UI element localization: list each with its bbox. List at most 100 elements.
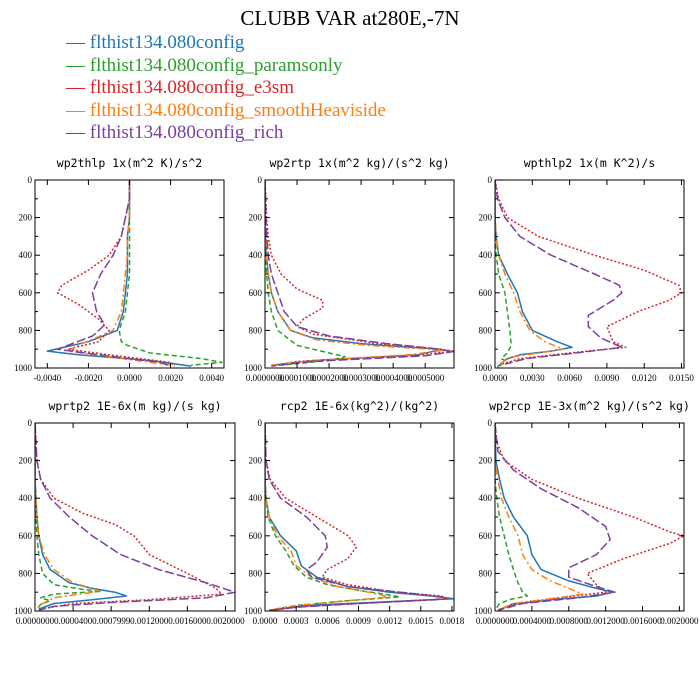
x-tick-label: 0.0003 [284,616,309,626]
series-line-purple [265,423,443,611]
x-tick-label: 0.0000000 [476,616,515,626]
y-tick-label: 400 [249,493,263,503]
y-tick-label: 1000 [244,363,263,373]
figure-title: CLUBB VAR at280E,-7N [240,6,460,30]
x-tick-label: 0.0008000 [550,616,589,626]
y-tick-label: 0 [258,175,263,185]
y-tick-label: 200 [249,456,263,466]
y-tick-label: 800 [249,325,263,335]
panel-title: wp2rtp 1x(m^2 kg)/(s^2 kg) [269,156,449,170]
y-tick-label: 1000 [244,606,263,616]
y-tick-label: 0 [28,418,33,428]
y-tick-label: 800 [249,568,263,578]
x-tick-label: 0.0000 [483,373,508,383]
y-tick-label: 800 [19,568,33,578]
series-line-green [265,180,346,366]
y-tick-label: 0 [28,175,33,185]
series-line-purple [495,423,616,611]
x-tick-label: 0.0150 [669,373,694,383]
y-tick-label: 800 [479,568,493,578]
y-tick-label: 0 [488,175,493,185]
series-line-red [265,180,454,367]
x-tick-label: 0.0005000 [406,373,445,383]
series-line-orange [35,423,101,610]
x-tick-label: 0.0020000 [660,616,699,626]
x-tick-label: 0.0020 [158,373,183,383]
chart-panel-6: wp2rcp 1E-3x(m^2 kg)/(s^2 kg) 0 200 400 600 8… [474,399,699,626]
series-line-blue [46,180,192,367]
y-tick-label: 1000 [474,606,493,616]
x-tick-label: 0.0012 [377,616,402,626]
x-tick-label: 0.0000 [117,373,142,383]
chart-panel-1: wp2thlp 1x(m^2 K)/s^202004006008001000-0… [14,156,225,383]
x-tick-label: 0.0015 [408,616,433,626]
series-line-orange [265,180,446,366]
y-tick-label: 600 [249,288,263,298]
x-tick-label: 0.0000400 [54,616,93,626]
y-tick-label: 1000 [14,606,33,616]
legend-item-paramsonly: — flthist134.080config_paramsonly [66,54,343,76]
series-line-purple [35,423,235,611]
legend-item-config: — flthist134.080config [66,32,245,53]
y-tick-label: 200 [19,213,33,223]
x-tick-label: 0.0004000 [374,373,413,383]
series-line-red [56,180,176,367]
y-tick-label: 800 [479,325,493,335]
x-tick-label: 0.0002000 [310,373,349,383]
chart-panel-3: wpthlp2 1x(m K^2)/s020040060080010000.00… [474,156,694,383]
series-line-blue [495,180,573,368]
plot-frame [264,422,455,612]
y-tick-label: 600 [479,531,493,541]
chart-panel-2: wp2rtp 1x(m^2 kg)/(s^2 kg) 0 200 400 600 800 1… [244,156,455,383]
x-tick-label: 0.0007999 [92,616,131,626]
x-tick-label: -0.0040 [33,373,61,383]
series-line-purple [56,180,171,367]
series-line-orange [67,180,171,366]
series-line-blue [495,423,614,611]
y-tick-label: 400 [249,250,263,260]
x-tick-label: 0.0040 [199,373,224,383]
legend: — flthist134.080config — flthist134.080c… [66,32,386,145]
legend-label-config: flthist134.080config [89,32,245,53]
series-line-orange [495,423,584,611]
panel-title: wp2rcp 1E-3x(m^2 kg)/(s^2 kg) [489,399,690,413]
series-line-green [118,180,223,366]
x-tick-label: 0.0012000 [587,616,626,626]
y-tick-label: 200 [479,456,493,466]
x-tick-label: 0.0018 [440,616,465,626]
x-tick-label: 0.0006 [315,616,340,626]
legend-label-rich: flthist134.080config_rich [89,122,284,143]
chart-panel-5: rcp2 1E-6x(kg^2)/(kg^2) 0 200 400 600 800 1000… [244,399,465,626]
y-tick-label: 400 [19,493,33,503]
y-tick-label: 0 [258,418,263,428]
legend-label-smoothheaviside: flthist134.080config_smoothHeaviside [89,99,386,121]
x-tick-label: 0.0120 [632,373,657,383]
plot-frame [494,179,685,369]
y-tick-label: 400 [19,250,33,260]
panel-title: rcp2 1E-6x(kg^2)/(kg^2) [280,399,439,413]
series-line-blue [265,423,454,611]
series-line-red [495,423,684,611]
chart-panel-4: wprtp2 1E-6x(m kg)/(s kg) 0 200 400 600 800 10… [14,399,245,626]
y-tick-label: 400 [479,493,493,503]
y-tick-label: 600 [249,531,263,541]
series-line-green [495,180,512,367]
y-tick-label: 200 [249,213,263,223]
y-tick-label: 1000 [14,363,33,373]
series-line-red [495,180,683,365]
y-tick-label: 400 [479,250,493,260]
panel-title: wprtp2 1E-6x(m kg)/(s kg) [48,399,221,413]
series-line-orange [495,180,565,367]
x-tick-label: 0.0000000 [246,373,285,383]
y-tick-label: 200 [479,213,493,223]
x-tick-label: -0.0020 [75,373,103,383]
x-tick-label: 0.0020000 [206,616,245,626]
x-tick-label: 0.0016000 [168,616,207,626]
x-tick-label: 0.0009 [346,616,371,626]
series-line-green [35,423,103,610]
x-tick-label: 0.0000000 [16,616,55,626]
y-tick-label: 600 [479,288,493,298]
x-tick-label: 0.0001000 [278,373,317,383]
series-line-purple [265,180,454,367]
